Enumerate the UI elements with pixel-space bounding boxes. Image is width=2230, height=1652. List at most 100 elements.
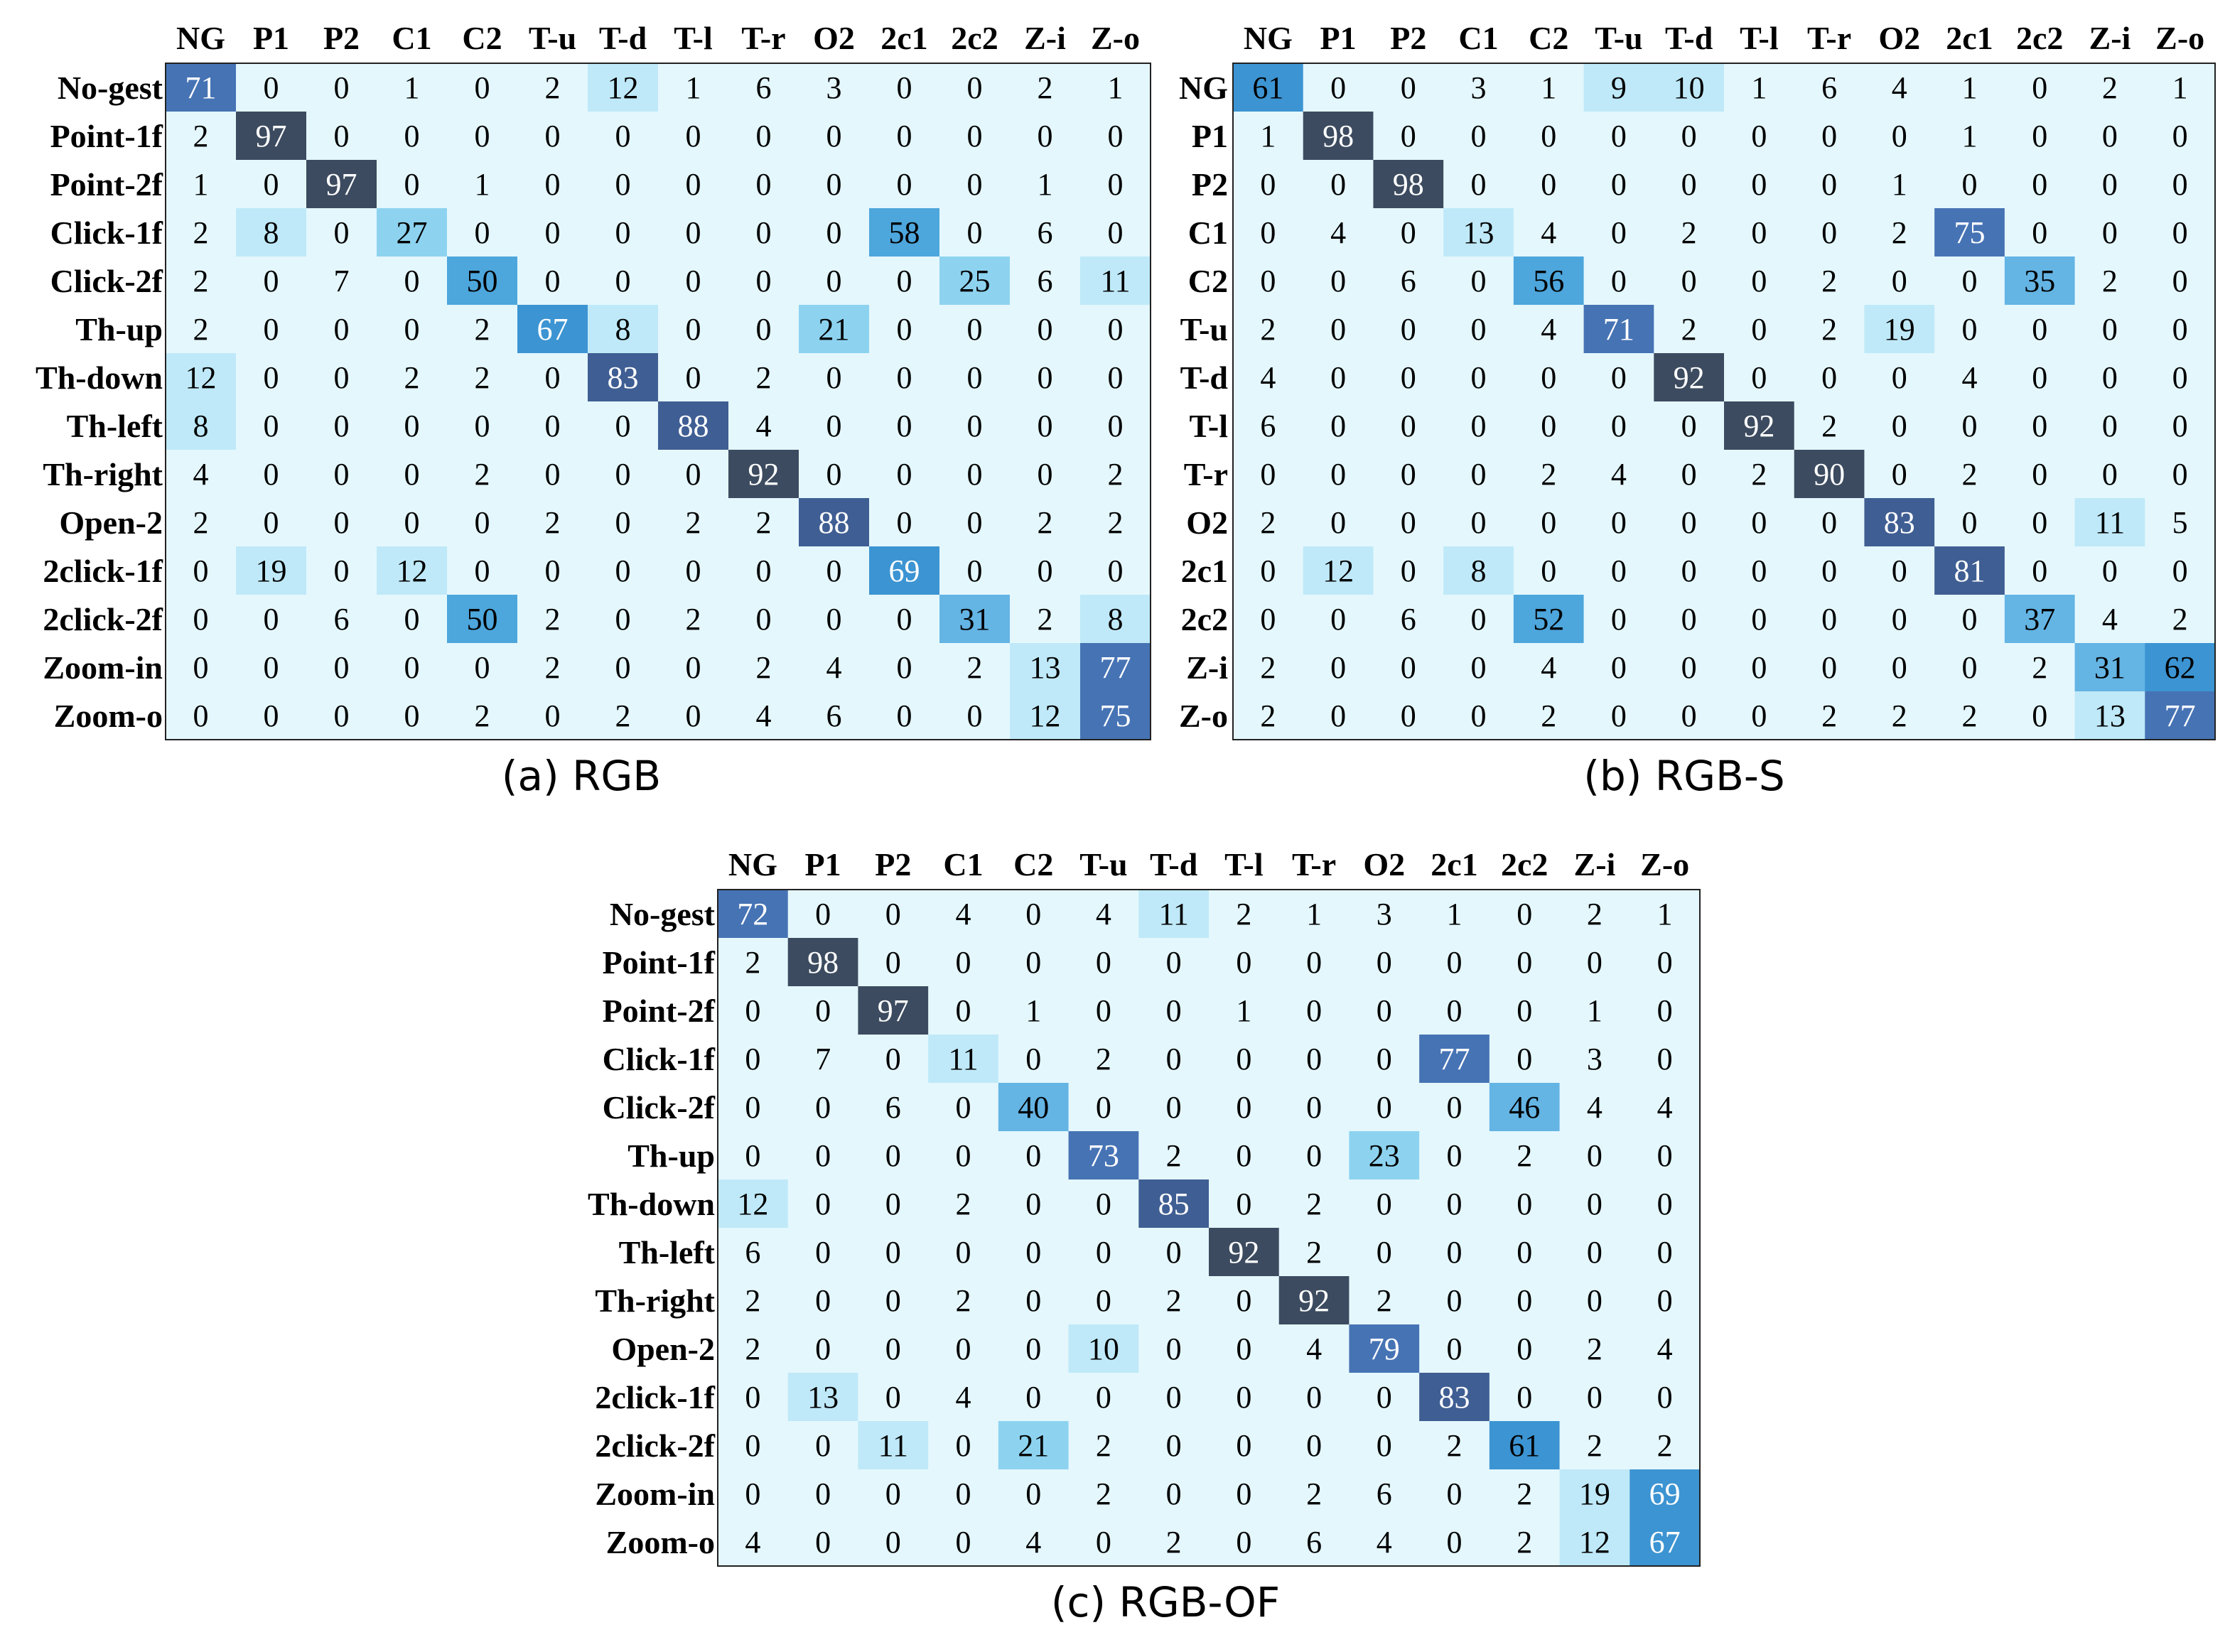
col-label: O2	[813, 20, 855, 56]
heatmap-cell	[858, 1228, 929, 1277]
heatmap-cell	[1443, 63, 1514, 112]
heatmap-cell	[1419, 1324, 1490, 1373]
cell-value: 6	[1377, 1476, 1392, 1511]
heatmap-cell	[658, 546, 729, 595]
heatmap-cell	[928, 1131, 999, 1180]
heatmap-cell	[1278, 890, 1350, 939]
heatmap-cell	[799, 160, 870, 209]
heatmap-cell	[1068, 1373, 1139, 1422]
heatmap-cell	[1349, 1228, 1420, 1277]
heatmap-cell	[1303, 305, 1374, 354]
cell-value: 10	[1088, 1332, 1119, 1366]
cell-value: 0	[334, 70, 350, 105]
cell-value: 0	[615, 650, 631, 685]
heatmap-cell	[1630, 1179, 1701, 1229]
heatmap-cell	[1630, 1421, 1701, 1470]
cell-value: 0	[1096, 993, 1111, 1028]
cell-value: 35	[2024, 264, 2055, 298]
cell-value: 12	[185, 360, 217, 395]
heatmap-cell	[1513, 305, 1585, 354]
heatmap-cell	[517, 208, 588, 257]
cell-value: 0	[745, 1380, 760, 1415]
heatmap-cell	[1349, 1083, 1420, 1132]
cell-value: 0	[615, 119, 631, 153]
heatmap-cell	[1233, 691, 1304, 740]
cell-value: 0	[1401, 409, 1416, 443]
heatmap-cell	[236, 257, 307, 306]
cell-value: 0	[756, 119, 772, 153]
cell-value: 0	[1025, 897, 1041, 932]
matrix-border	[165, 63, 1151, 740]
heatmap-cell	[1513, 643, 1585, 692]
heatmap-cell	[787, 1276, 859, 1325]
cell-value: 61	[1252, 70, 1283, 105]
cell-value: 0	[1517, 1042, 1532, 1076]
heatmap-cell	[1724, 257, 1795, 306]
heatmap-cell	[1209, 986, 1280, 1035]
heatmap-cell	[166, 595, 237, 644]
heatmap-cell	[1233, 160, 1304, 209]
row-label: Th-up	[75, 311, 163, 347]
cell-value: 0	[967, 70, 983, 105]
cell-value: 0	[1401, 312, 1416, 347]
cell-value: 0	[1306, 1380, 1322, 1415]
cell-value: 0	[1471, 264, 1487, 298]
heatmap-cell	[787, 1518, 859, 1567]
cell-value: 83	[1884, 505, 1915, 540]
cell-value: 6	[1401, 602, 1416, 637]
heatmap-cell	[1630, 1083, 1701, 1132]
col-label: 2c2	[2016, 20, 2063, 56]
cell-value: 0	[615, 264, 631, 298]
heatmap-cell	[1303, 63, 1374, 112]
cell-value: 0	[956, 945, 971, 980]
row-label: 2click-1f	[43, 553, 163, 589]
heatmap-cell	[1373, 112, 1444, 161]
cell-value: 0	[475, 119, 490, 153]
col-label: Z-i	[1024, 20, 1066, 56]
heatmap-cell	[858, 938, 929, 987]
heatmap-cell	[1010, 63, 1081, 112]
heatmap-cell	[1654, 353, 1725, 402]
cell-value: 0	[264, 70, 279, 105]
cell-value: 0	[1962, 602, 1978, 637]
heatmap-cell	[1278, 1469, 1350, 1518]
cell-value: 13	[1030, 650, 1061, 685]
heatmap-cell	[447, 546, 518, 595]
cell-value: 0	[1587, 945, 1603, 980]
cell-value: 1	[1236, 993, 1251, 1028]
cell-value: 0	[1587, 1380, 1603, 1415]
cell-value: 6	[885, 1090, 901, 1125]
heatmap-cell	[377, 498, 448, 547]
heatmap-cell	[1864, 257, 1935, 306]
heatmap-cell	[1010, 450, 1081, 499]
heatmap-cell	[1419, 1179, 1490, 1229]
heatmap-cell	[858, 1131, 929, 1180]
heatmap-cell	[2004, 401, 2076, 450]
cell-value: 0	[1306, 993, 1322, 1028]
cell-value: 0	[1681, 650, 1697, 685]
heatmap-cell	[1654, 450, 1725, 499]
cell-value: 0	[475, 650, 490, 685]
heatmap-cell	[998, 1469, 1070, 1518]
heatmap-cell	[1489, 1131, 1561, 1180]
cell-value: 0	[1962, 167, 1978, 202]
heatmap-cell	[1724, 401, 1795, 450]
cell-value: 0	[1038, 312, 1053, 347]
heatmap-cell	[377, 401, 448, 450]
heatmap-cell	[588, 643, 659, 692]
heatmap-cell	[939, 691, 1011, 740]
cell-value: 1	[1962, 119, 1978, 153]
heatmap-cell	[1419, 1083, 1490, 1132]
cell-value: 4	[1306, 1332, 1322, 1366]
cell-value: 0	[2102, 215, 2118, 250]
cell-value: 0	[815, 1332, 831, 1366]
cell-value: 0	[1236, 1476, 1251, 1511]
heatmap-cell	[1513, 257, 1585, 306]
cell-value: 2	[1096, 1042, 1111, 1076]
cell-value: 1	[475, 167, 490, 202]
heatmap-cell	[1138, 1131, 1210, 1180]
heatmap-cell	[1559, 890, 1630, 939]
row-label: T-d	[1180, 360, 1229, 396]
cell-value: 2	[756, 505, 772, 540]
heatmap-cell	[1934, 450, 2005, 499]
